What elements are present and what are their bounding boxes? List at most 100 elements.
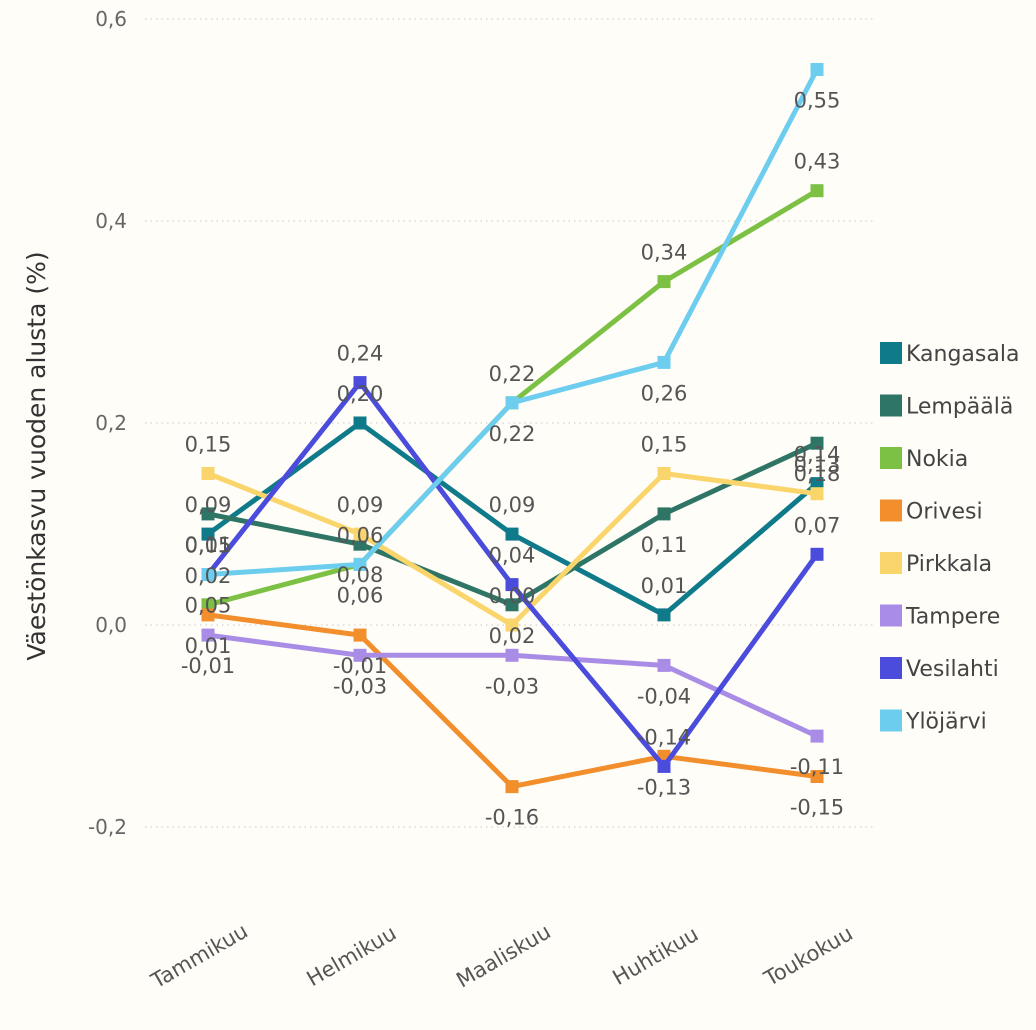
data-label: -0,03 bbox=[485, 674, 539, 698]
data-point-marker bbox=[810, 729, 824, 743]
legend-label: Kangasala bbox=[906, 342, 1019, 367]
y-tick-label: 0,0 bbox=[95, 613, 127, 637]
legend-swatch bbox=[880, 447, 902, 469]
data-point-marker bbox=[505, 780, 519, 794]
data-point-marker bbox=[201, 527, 215, 541]
x-category-label: Helmikuu bbox=[303, 921, 401, 991]
data-label: 0,15 bbox=[641, 433, 688, 457]
legend-label: Nokia bbox=[906, 447, 968, 472]
data-label: -0,14 bbox=[637, 725, 691, 749]
data-label: -0,04 bbox=[637, 684, 691, 708]
data-label: 0,09 bbox=[337, 493, 384, 517]
data-point-marker bbox=[810, 487, 824, 501]
data-point-marker bbox=[810, 770, 824, 783]
legend-item: Vesilahti bbox=[880, 657, 999, 682]
series-pirkkala bbox=[201, 467, 824, 632]
data-point-marker bbox=[505, 578, 519, 592]
data-point-marker bbox=[657, 759, 671, 773]
x-category-label: Maaliskuu bbox=[452, 919, 555, 992]
data-label: 0,26 bbox=[641, 381, 688, 405]
x-category-label: Huhtikuu bbox=[609, 922, 703, 990]
legend-swatch bbox=[880, 552, 902, 574]
legend-label: Lempäälä bbox=[906, 395, 1013, 420]
data-point-marker bbox=[657, 355, 671, 369]
data-point-marker bbox=[353, 628, 367, 642]
data-labels: 0,09 0,20 0,09 0,01 0,14 0,11 0,08 0,02 0,11 0,18… bbox=[181, 89, 844, 830]
legend-item: Tampere bbox=[880, 604, 1000, 630]
data-point-marker bbox=[201, 467, 215, 480]
legend-swatch bbox=[880, 657, 902, 679]
data-point-marker bbox=[810, 184, 824, 198]
data-point-marker bbox=[505, 598, 519, 612]
data-point-marker bbox=[657, 275, 671, 289]
x-category-label: Tammikuu bbox=[146, 919, 252, 994]
data-point-marker bbox=[810, 63, 824, 76]
legend-item: Lempäälä bbox=[880, 394, 1013, 420]
data-label: 0,20 bbox=[337, 382, 384, 406]
data-label: 0,13 bbox=[794, 453, 841, 477]
y-tick-label: 0,4 bbox=[95, 209, 127, 233]
data-label: -0,01 bbox=[333, 654, 387, 678]
data-label: 0,15 bbox=[185, 433, 232, 457]
data-label: 0,06 bbox=[337, 583, 384, 607]
legend-swatch bbox=[880, 342, 902, 364]
data-point-marker bbox=[353, 537, 367, 551]
data-label: 0,01 bbox=[185, 634, 232, 658]
data-label: 0,00 bbox=[489, 584, 536, 608]
data-point-marker bbox=[657, 658, 671, 672]
legend-swatch bbox=[880, 499, 902, 522]
y-tick-label: 0,2 bbox=[95, 411, 127, 435]
data-label: 0,11 bbox=[641, 533, 688, 557]
data-label: -0,16 bbox=[485, 806, 539, 830]
data-label: 0,55 bbox=[794, 89, 841, 113]
data-label: 0,14 bbox=[794, 443, 841, 467]
legend-swatch bbox=[880, 394, 902, 417]
data-label: 0,34 bbox=[641, 241, 688, 265]
legend-swatch bbox=[880, 604, 902, 627]
data-label: 0,01 bbox=[641, 574, 688, 598]
data-label: 0,02 bbox=[185, 564, 232, 588]
data-label: 0,06 bbox=[337, 523, 384, 547]
series-lempäälä bbox=[201, 436, 824, 612]
data-label: 0,05 bbox=[185, 594, 232, 618]
data-point-marker bbox=[353, 557, 367, 571]
legend: Kangasala Lempäälä Nokia Orivesi Pirkkala Tam… bbox=[880, 342, 1019, 735]
data-point-marker bbox=[201, 628, 215, 642]
x-axis-categories: Tammikuu Helmikuu Maaliskuu Huhtikuu Toukoku… bbox=[146, 919, 857, 994]
data-label: 0,04 bbox=[489, 544, 536, 568]
data-point-marker bbox=[505, 527, 519, 541]
data-point-marker bbox=[201, 598, 215, 612]
data-point-marker bbox=[505, 618, 519, 632]
y-tick-label: 0,6 bbox=[95, 7, 127, 31]
data-label: 0,24 bbox=[337, 342, 384, 366]
data-label: 0,22 bbox=[489, 422, 536, 446]
data-label: 0,18 bbox=[794, 462, 841, 486]
data-label: -0,13 bbox=[637, 775, 691, 799]
data-label: 0,09 bbox=[489, 493, 536, 517]
data-label: 0,22 bbox=[489, 362, 536, 386]
series-ylöjärvi bbox=[201, 63, 824, 581]
series-orivesi bbox=[201, 608, 824, 794]
data-point-marker bbox=[201, 568, 215, 581]
legend-label: Ylöjärvi bbox=[905, 710, 987, 735]
y-axis-title: Väestönkasvu vuoden alusta (%) bbox=[22, 251, 51, 660]
series-lines bbox=[201, 63, 824, 794]
data-label: -0,15 bbox=[790, 796, 844, 820]
x-category-label: Toukokuu bbox=[759, 921, 857, 991]
y-axis-ticks: -0,2 0,0 0,2 0,4 0,6 bbox=[88, 7, 127, 839]
data-point-marker bbox=[657, 507, 671, 521]
data-point-marker bbox=[657, 467, 671, 480]
data-label: 0,02 bbox=[489, 624, 536, 648]
series-tampere bbox=[201, 628, 824, 743]
data-point-marker bbox=[810, 436, 824, 450]
data-label: 0,05 bbox=[185, 534, 232, 558]
legend-swatch bbox=[880, 709, 902, 732]
legend-item: Pirkkala bbox=[880, 552, 992, 577]
data-point-marker bbox=[353, 376, 367, 390]
data-point-marker bbox=[505, 396, 519, 410]
data-label: 0,43 bbox=[794, 150, 841, 174]
y-tick-label: -0,2 bbox=[88, 815, 127, 839]
legend-label: Vesilahti bbox=[906, 657, 999, 682]
